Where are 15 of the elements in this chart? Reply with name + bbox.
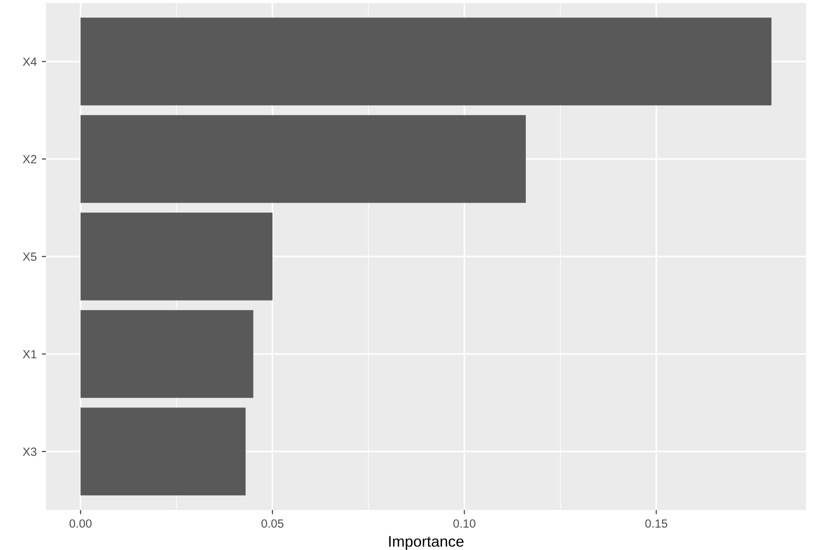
bar: [80, 212, 272, 300]
y-tick-label: X1: [22, 350, 36, 358]
bar: [80, 18, 772, 106]
x-tick-label: 0.10: [453, 519, 476, 528]
y-tick-label: X5: [22, 252, 36, 261]
bar: [80, 310, 254, 398]
x-tick-label: 0.05: [261, 519, 284, 528]
bar: [80, 115, 526, 203]
x-tick-label: 0.15: [645, 519, 668, 528]
y-tick-label: X2: [22, 155, 36, 164]
x-axis-title: Importance: [389, 536, 464, 550]
y-tick-label: X3: [22, 448, 36, 456]
x-tick-label: 0.00: [70, 519, 92, 528]
bar: [80, 408, 246, 496]
y-tick-label: X4: [22, 58, 37, 66]
